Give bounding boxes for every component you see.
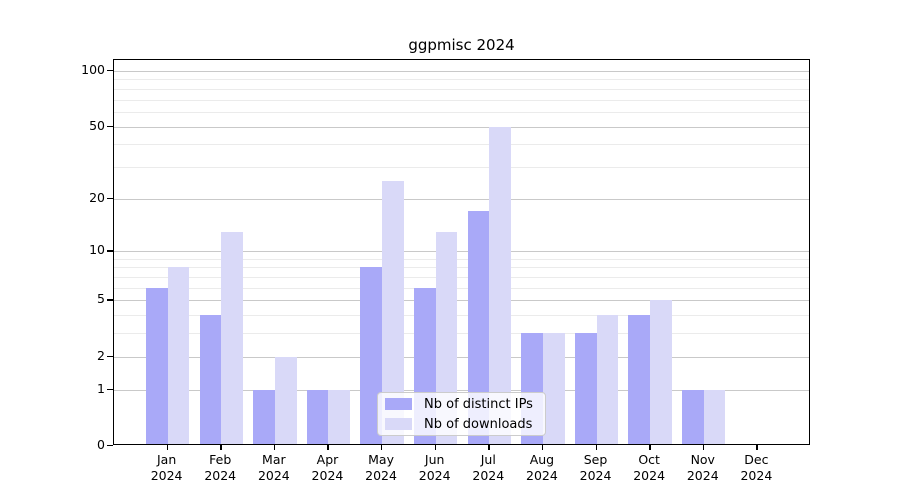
- gridline-minor: [114, 166, 809, 168]
- bar-downloads-oct: [650, 300, 672, 444]
- x-axis-tick-mark: [595, 445, 597, 450]
- bar-downloads-nov: [703, 389, 726, 444]
- gridline-minor: [114, 88, 809, 90]
- x-axis-tick-label: Dec 2024: [740, 452, 773, 483]
- y-axis-tick-label: 50: [89, 117, 105, 133]
- bar-distinct-ips-oct: [628, 315, 651, 444]
- x-axis-tick-mark: [166, 445, 168, 450]
- legend: Nb of distinct IPs Nb of downloads: [377, 392, 546, 436]
- bar-downloads-apr: [328, 389, 351, 444]
- bar-downloads-jun: [435, 231, 458, 444]
- y-axis-tick-mark: [107, 355, 113, 358]
- bar-distinct-ips-feb: [199, 315, 222, 444]
- x-axis-tick-mark: [702, 445, 705, 450]
- gridline-major: [114, 251, 809, 253]
- legend-swatch-distinct-ips: [385, 398, 412, 410]
- x-axis-tick-mark: [488, 445, 490, 450]
- x-axis-tick-label: Apr 2024: [311, 452, 344, 483]
- bar-downloads-aug: [542, 333, 565, 444]
- bar-distinct-ips-jan: [145, 287, 168, 444]
- y-axis-tick-label: 1: [97, 380, 105, 396]
- x-axis-tick-mark: [220, 445, 222, 450]
- legend-label-distinct-ips: Nb of distinct IPs: [424, 396, 533, 412]
- x-axis-tick-mark: [381, 445, 383, 450]
- legend-swatch-downloads: [385, 418, 412, 430]
- bar-downloads-may: [382, 181, 404, 444]
- bar-distinct-ips-apr: [306, 389, 329, 444]
- x-axis-tick-mark: [273, 445, 276, 450]
- y-axis-tick-label: 2: [97, 347, 105, 363]
- bar-distinct-ips-sep: [574, 333, 597, 444]
- gridline-minor: [114, 258, 809, 260]
- y-axis-tick-mark: [107, 388, 113, 391]
- y-axis-tick-mark: [107, 250, 113, 252]
- x-axis-tick-mark: [327, 445, 329, 450]
- x-axis-tick-label: Mar 2024: [257, 452, 290, 483]
- bar-distinct-ips-may: [360, 267, 383, 444]
- x-axis-tick-label: Nov 2024: [686, 452, 719, 483]
- bar-distinct-ips-mar: [253, 389, 275, 444]
- y-axis-tick-label: 10: [89, 242, 105, 258]
- x-axis-tick-mark: [434, 445, 437, 450]
- legend-item-distinct-ips: Nb of distinct IPs: [385, 397, 537, 412]
- x-axis-tick-label: Jan 2024: [150, 452, 183, 483]
- gridline-major: [114, 389, 809, 391]
- gridline-minor: [114, 333, 809, 335]
- x-axis-tick-label: Jun 2024: [418, 452, 451, 483]
- gridline-minor: [114, 287, 809, 289]
- bar-downloads-jul: [489, 126, 511, 444]
- bar-downloads-mar: [274, 356, 297, 444]
- y-axis-tick-mark: [107, 445, 113, 447]
- chart-title: ggpmisc 2024: [408, 36, 515, 54]
- bar-distinct-ips-nov: [682, 389, 704, 444]
- y-axis-tick-mark: [107, 299, 113, 301]
- y-axis-tick-mark: [107, 197, 113, 199]
- gridline-minor: [114, 111, 809, 113]
- y-axis-tick-label: 0: [97, 437, 105, 452]
- y-axis-tick-label: 5: [97, 291, 105, 307]
- gridline-minor: [114, 277, 809, 279]
- bar-downloads-sep: [596, 315, 619, 444]
- gridline-minor: [114, 99, 809, 101]
- gridline-minor: [114, 144, 809, 146]
- x-axis-tick-label: Feb 2024: [204, 452, 237, 483]
- y-axis-tick-label: 20: [89, 189, 105, 205]
- x-axis-tick-label: May 2024: [365, 452, 397, 483]
- x-axis-tick-label: Sep 2024: [579, 452, 612, 483]
- x-axis-tick-mark: [649, 445, 651, 450]
- gridline-major: [114, 300, 809, 302]
- bar-distinct-ips-jul: [467, 211, 490, 444]
- x-axis-tick-label: Aug 2024: [526, 452, 558, 483]
- y-axis-tick-mark: [107, 125, 113, 127]
- y-axis-tick-label: 100: [81, 62, 105, 77]
- y-axis-tick-mark: [107, 70, 113, 72]
- x-axis-tick-mark: [756, 445, 758, 450]
- bar-downloads-feb: [221, 231, 243, 444]
- gridline-major: [114, 356, 809, 358]
- legend-label-downloads: Nb of downloads: [424, 416, 533, 432]
- x-axis-tick-label: Jul 2024: [472, 452, 505, 483]
- gridline-major: [114, 71, 809, 72]
- gridline-major: [114, 126, 809, 128]
- gridline-minor: [114, 267, 809, 269]
- plot-area: [113, 59, 810, 445]
- legend-item-downloads: Nb of downloads: [385, 417, 537, 432]
- x-axis-tick-label: Oct 2024: [633, 452, 666, 483]
- bar-downloads-jan: [167, 267, 190, 444]
- gridline-minor: [114, 315, 809, 317]
- gridline-minor: [114, 79, 809, 81]
- x-axis-tick-mark: [541, 445, 544, 450]
- gridline-major: [114, 198, 809, 200]
